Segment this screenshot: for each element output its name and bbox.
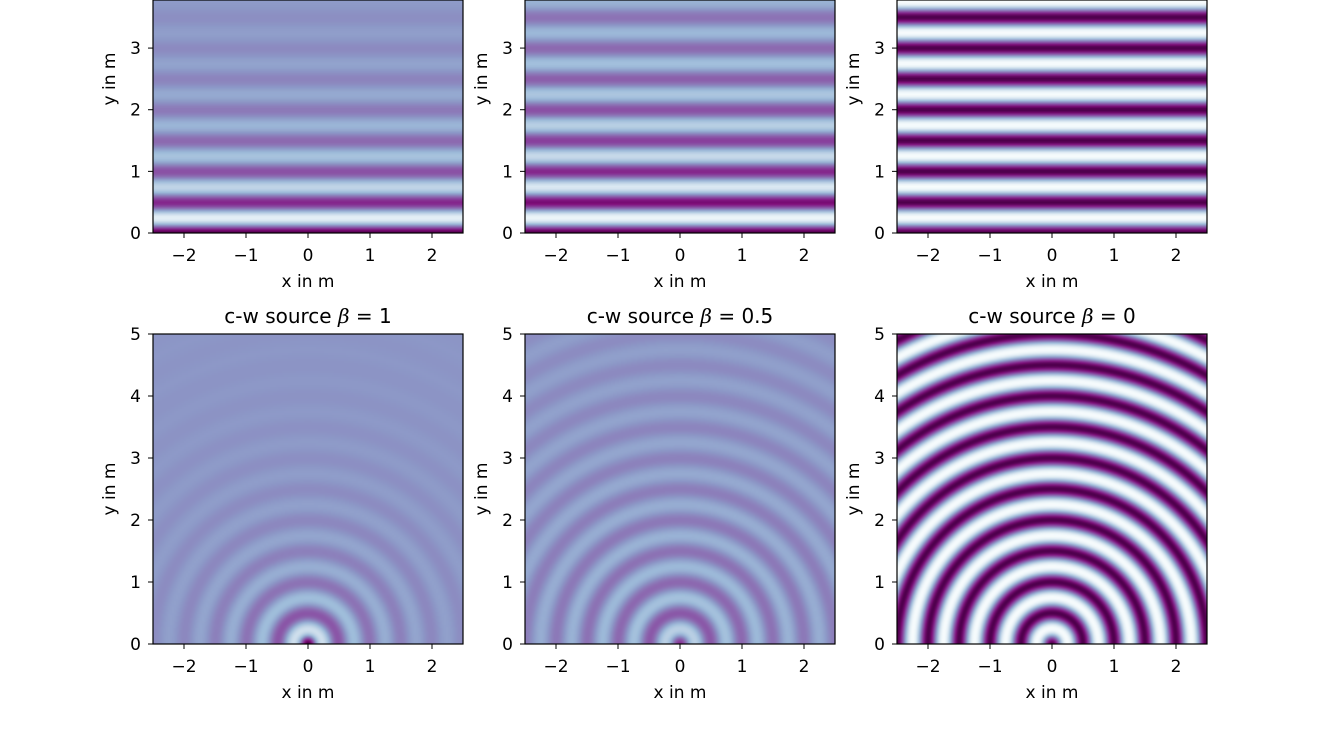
y-tick-label: 1 [874,162,885,182]
subplot-title: c-w source β = 0 [968,304,1135,328]
y-tick-label: 1 [130,162,141,182]
y-axis-label: y in m [844,53,864,106]
x-tick-label: −1 [605,657,630,677]
y-tick-label: 5 [130,325,141,345]
subplot-title: c-w source β = 0.5 [587,304,774,328]
y-tick-label: 1 [502,573,513,593]
y-tick-label: 2 [502,101,513,121]
y-tick-label: 0 [874,635,885,655]
x-tick-label: −1 [233,657,258,677]
x-tick-label: 1 [365,246,376,266]
title-prefix: c-w source [224,304,338,328]
y-tick-label: 0 [130,224,141,244]
x-tick-label: 2 [427,657,438,677]
subplot-2: −2 −1 0 1 2 0 1 2 3 x in m y in m [472,0,836,292]
y-tick-label: 3 [874,449,885,469]
x-tick-label: −2 [543,657,568,677]
x-tick-label: 0 [675,657,686,677]
x-axis-label: x in m [282,683,335,703]
y-tick-label: 2 [502,511,513,531]
y-axis-label: y in m [844,463,864,516]
heatmap-image [153,0,463,233]
y-tick-label: 4 [874,387,885,407]
y-tick-label: 4 [130,387,141,407]
y-tick-label: 0 [502,224,513,244]
x-tick-label: −1 [977,246,1002,266]
y-axis-label: y in m [472,53,492,106]
y-tick-label: 3 [502,449,513,469]
x-tick-label: −2 [915,657,940,677]
subplot-grid: −2 −1 0 1 2 0 1 2 3 x in m y in m −2 −1 0 1 2 0 1 2 3 x in m… [100,0,1208,703]
y-tick-label: 4 [502,387,513,407]
title-suffix: = 1 [350,304,392,328]
subplot-6: −2 −1 0 1 2 0 1 2 3 4 5 x in m y in m c-w source β = … [844,304,1208,703]
x-axis-label: x in m [654,272,707,292]
x-axis-label: x in m [1026,683,1079,703]
x-tick-label: −2 [543,246,568,266]
x-tick-label: 1 [1109,657,1120,677]
subplot-title: c-w source β = 1 [224,304,391,328]
x-tick-label: 1 [1109,246,1120,266]
y-tick-label: 5 [874,325,885,345]
title-suffix: = 0.5 [712,304,773,328]
x-axis-label: x in m [654,683,707,703]
x-tick-label: −2 [171,657,196,677]
heatmap-image [897,334,1207,644]
y-tick-label: 0 [874,224,885,244]
subplot-3: −2 −1 0 1 2 0 1 2 3 x in m y in m [844,0,1208,292]
x-tick-label: 2 [1171,246,1182,266]
x-axis-label: x in m [1026,272,1079,292]
y-tick-label: 1 [874,573,885,593]
x-tick-label: 0 [303,657,314,677]
subplot-4: −2 −1 0 1 2 0 1 2 3 4 5 x in m y in m c-w source β = … [100,304,464,703]
y-tick-label: 0 [130,635,141,655]
x-tick-label: −1 [233,246,258,266]
x-tick-label: 1 [737,657,748,677]
x-tick-label: −1 [605,246,630,266]
x-tick-label: −2 [915,246,940,266]
x-tick-label: −2 [171,246,196,266]
heatmap-image [525,0,835,233]
y-tick-label: 1 [502,162,513,182]
y-tick-label: 2 [874,101,885,121]
subplot-1: −2 −1 0 1 2 0 1 2 3 x in m y in m [100,0,464,292]
x-tick-label: 0 [675,246,686,266]
x-tick-label: 1 [365,657,376,677]
heatmap-image [897,0,1207,233]
y-tick-label: 2 [130,101,141,121]
x-tick-label: 0 [1047,657,1058,677]
x-tick-label: 2 [799,246,810,266]
x-tick-label: 0 [303,246,314,266]
y-tick-label: 5 [502,325,513,345]
y-tick-label: 3 [502,39,513,59]
y-tick-label: 1 [130,573,141,593]
title-symbol: β [699,304,712,328]
y-axis-label: y in m [100,53,120,106]
heatmap-image [153,334,463,644]
y-axis-label: y in m [100,463,120,516]
y-tick-label: 2 [130,511,141,531]
title-symbol: β [337,304,350,328]
y-tick-label: 0 [502,635,513,655]
y-tick-label: 2 [874,511,885,531]
x-tick-label: 2 [799,657,810,677]
y-tick-label: 3 [130,449,141,469]
title-prefix: c-w source [968,304,1082,328]
x-tick-label: 2 [427,246,438,266]
y-tick-label: 3 [130,39,141,59]
heatmap-image [525,334,835,644]
x-tick-label: −1 [977,657,1002,677]
x-tick-label: 0 [1047,246,1058,266]
title-suffix: = 0 [1094,304,1136,328]
y-tick-label: 3 [874,39,885,59]
y-axis-label: y in m [472,463,492,516]
x-tick-label: 1 [737,246,748,266]
subplot-5: −2 −1 0 1 2 0 1 2 3 4 5 x in m y in m c-w source β = … [472,304,836,703]
title-prefix: c-w source [587,304,701,328]
title-symbol: β [1081,304,1094,328]
x-tick-label: 2 [1171,657,1182,677]
x-axis-label: x in m [282,272,335,292]
